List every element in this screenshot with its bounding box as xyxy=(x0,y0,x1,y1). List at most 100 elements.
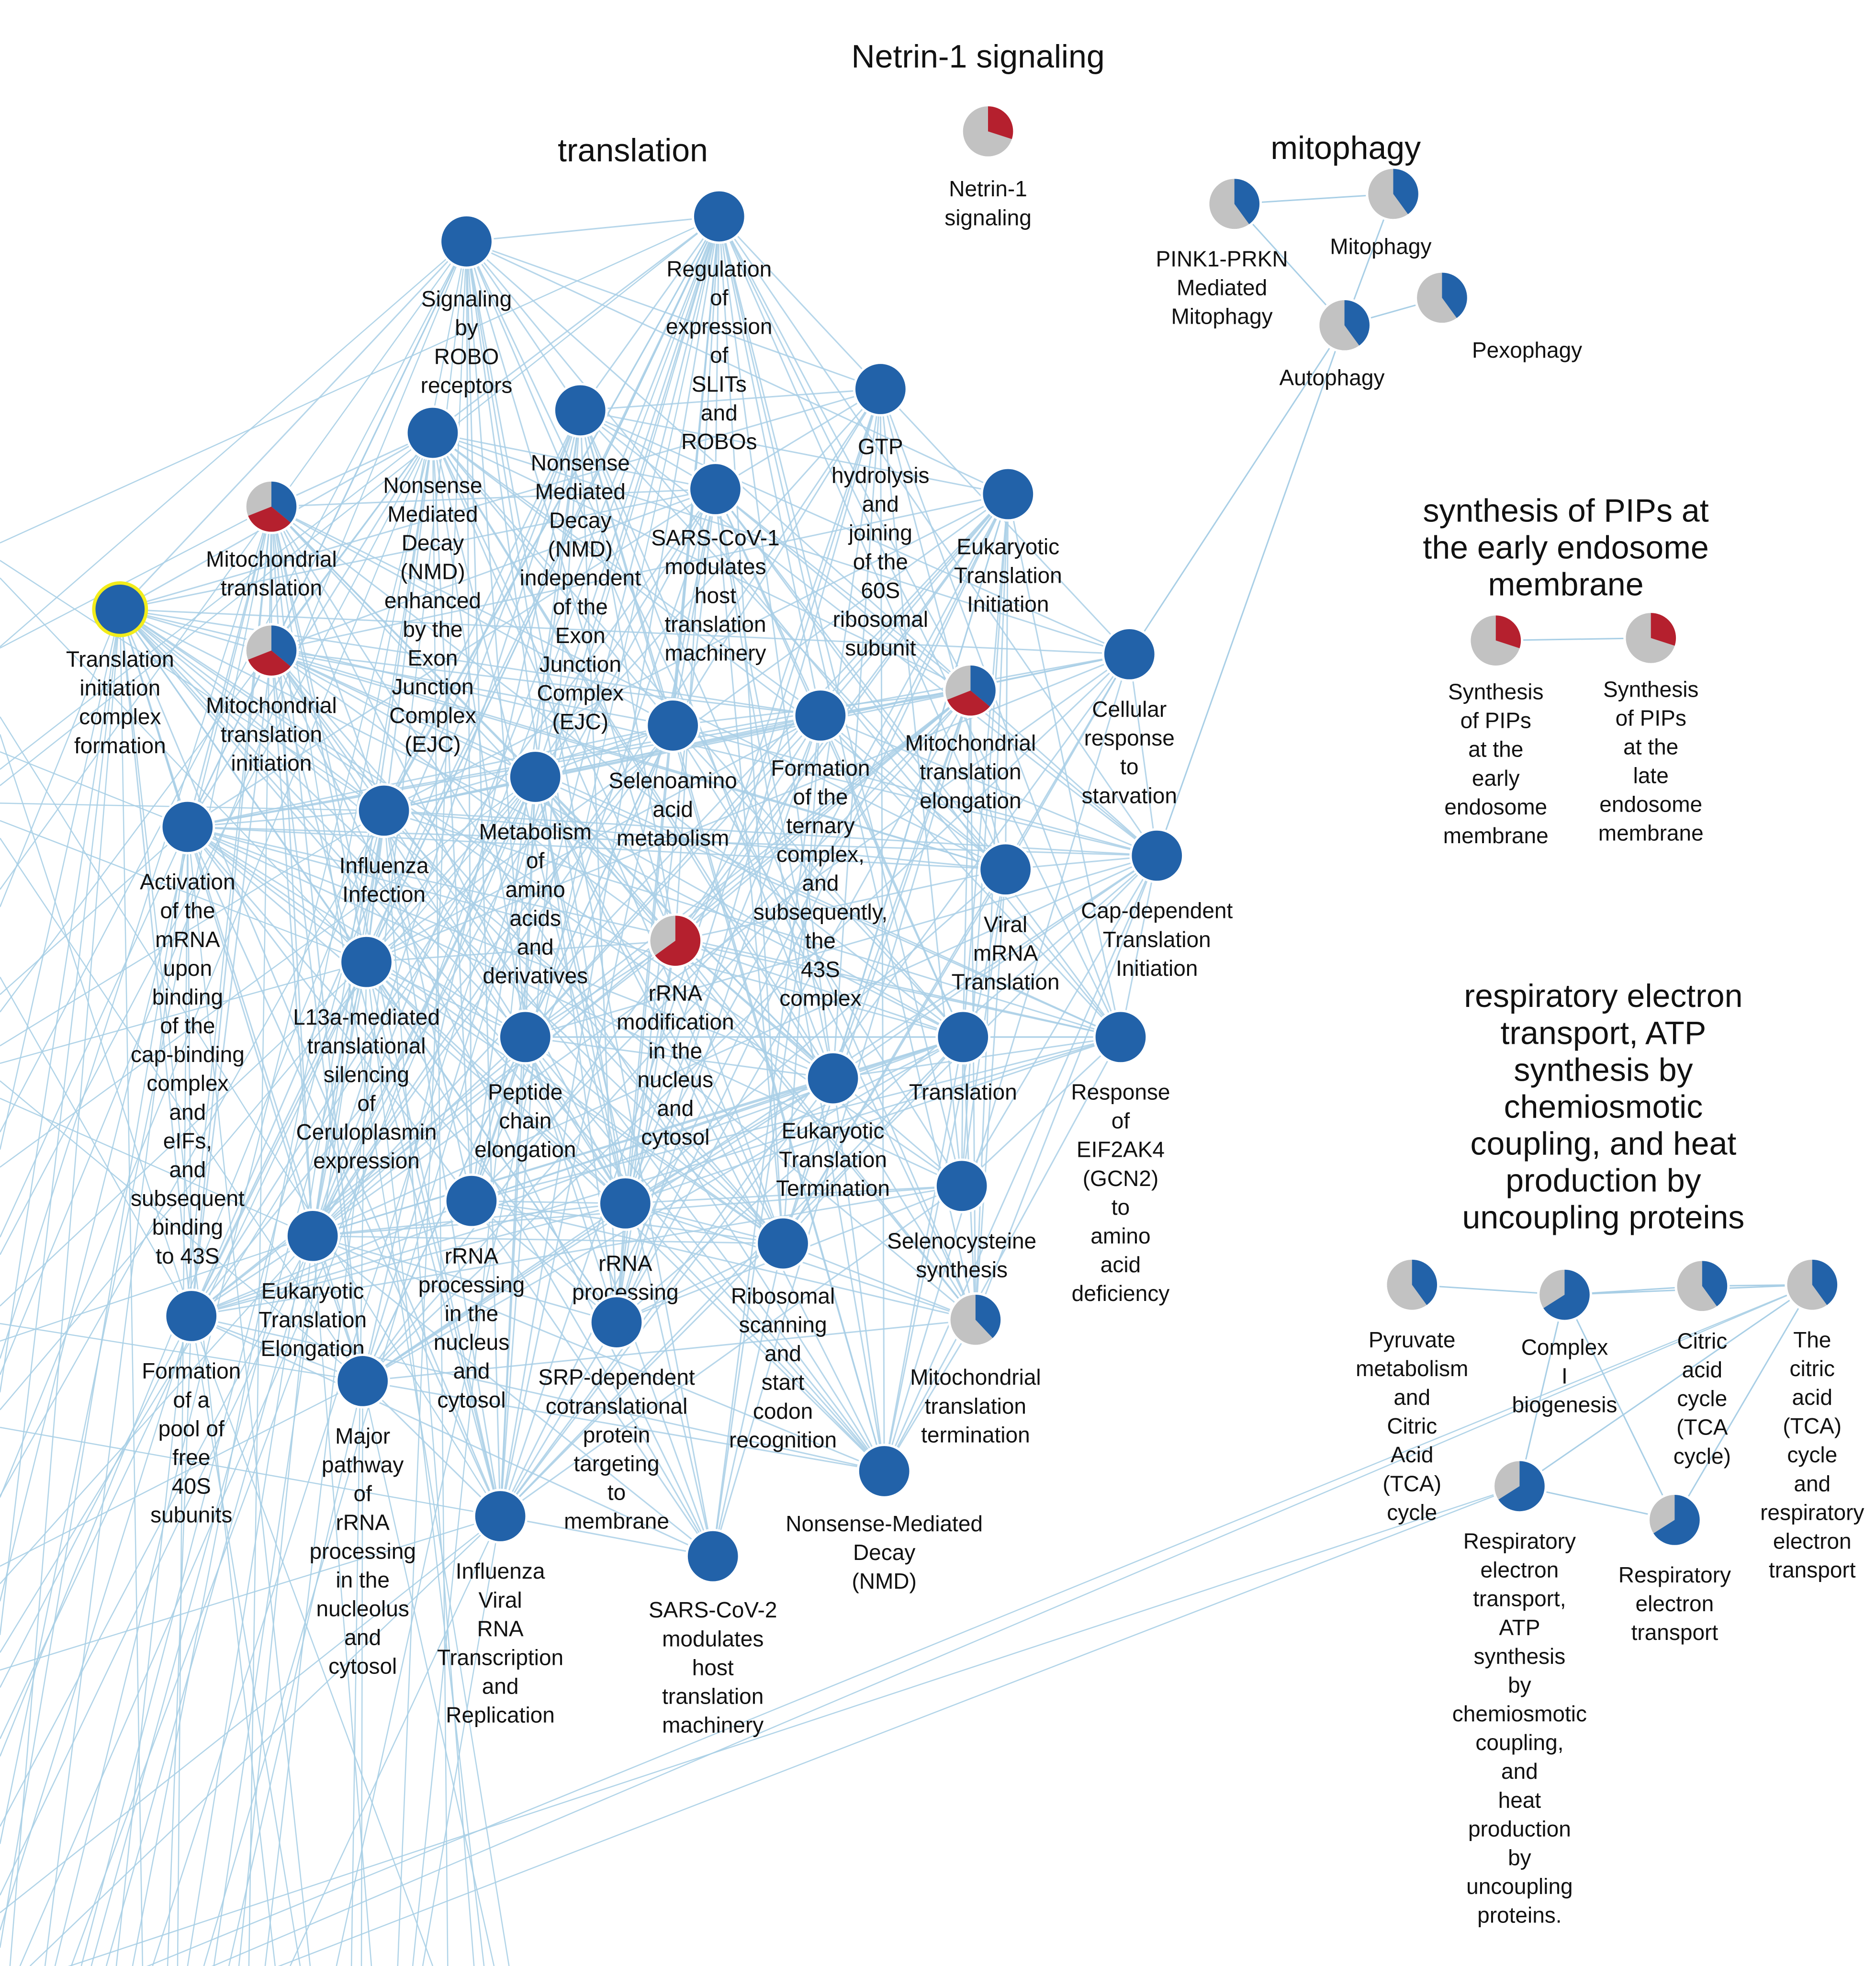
edge-major_rrna-mito_init xyxy=(270,650,364,1381)
node-label: by the xyxy=(403,617,462,642)
edge-gtp-nmd xyxy=(879,389,885,1471)
node-label: Cellular xyxy=(1092,697,1167,722)
edge-pool40s-nmd xyxy=(191,1315,885,1472)
node-pyruvate[interactable]: Pyruvate metabolism and Citric Acid (TCA) cycl… xyxy=(1356,1257,1468,1525)
node-label: modulates xyxy=(664,554,766,579)
node-netrin1[interactable]: Netrin-1 signaling xyxy=(944,103,1032,230)
node-tic[interactable]: Translation initiation complex formation xyxy=(66,581,174,758)
node-label: Replication xyxy=(446,1703,555,1728)
node-metab_aa[interactable]: Metabolism of amino acids and derivatives xyxy=(479,749,592,988)
node-mito_term[interactable]: Mitochondrial translation termination xyxy=(910,1292,1041,1447)
edge-offscreen-pool40s xyxy=(0,1316,192,1931)
edge-influenza-viral_mrna xyxy=(383,810,1006,870)
node-starv[interactable]: Cellular response to starvation xyxy=(1082,627,1177,808)
node-label: RNA xyxy=(477,1616,524,1641)
node-l13a[interactable]: L13a-mediated translational silencing of Cer… xyxy=(293,934,440,1173)
node-activation[interactable]: Activation of the mRNA upon binding of the cap… xyxy=(131,799,245,1268)
edge-offscreen-major_rrna xyxy=(362,1381,495,1966)
node-selenocys[interactable]: Selenocysteine synthesis xyxy=(887,1158,1036,1282)
node-translation[interactable]: Translation xyxy=(909,1009,1017,1105)
node-flu_rna[interactable]: Influenza Viral RNA Transcription and Replica… xyxy=(437,1489,563,1728)
edge-peptide-nmd xyxy=(525,1036,885,1472)
node-pexophagy[interactable]: Pexophagy xyxy=(1415,270,1583,362)
edge-nmd_indep-mito_term xyxy=(579,410,977,1320)
node-mito_init[interactable]: Mitochondrial translation initiation xyxy=(206,623,337,776)
edge-offscreen-pool40s xyxy=(0,734,192,1316)
node-srp[interactable]: SRP-dependent cotranslational protein targe… xyxy=(538,1295,695,1534)
edge-activation-viral_mrna xyxy=(187,826,1006,870)
node-gtp[interactable]: GTP hydrolysis and joining of the 60S ribosoma… xyxy=(831,362,930,660)
edge-sars2-mito_init xyxy=(270,650,714,1557)
node-label: signaling xyxy=(944,205,1032,230)
node-rrna_mod[interactable]: rRNA modification in the nucleus and cytosol xyxy=(617,913,734,1150)
node-pip_late[interactable]: Synthesis of PIPs at the late endosome membra… xyxy=(1598,610,1704,846)
node-autophagy[interactable]: Autophagy xyxy=(1280,297,1385,390)
node-label: subsequent xyxy=(131,1186,245,1211)
edge-eti-viral_mrna xyxy=(1005,494,1009,870)
edge-offscreen-tic xyxy=(0,609,121,1150)
edge-gtp-ett xyxy=(832,389,881,1079)
node-capdep[interactable]: Cap-dependent Translation Initiation xyxy=(1081,828,1233,981)
node-label: of the xyxy=(160,898,215,923)
node-eif2ak4[interactable]: Response of EIF2AK4 (GCN2) to amino acid defici… xyxy=(1071,1009,1170,1306)
edge-offscreen-l13a xyxy=(0,961,367,1307)
node-label: initiation xyxy=(231,750,312,775)
edge-ternary-srp xyxy=(616,715,821,1323)
node-label: complex, xyxy=(776,842,865,867)
node-label: The xyxy=(1793,1327,1831,1352)
node-seleno_aa[interactable]: Selenoamino acid metabolism xyxy=(608,698,737,850)
edge-offscreen-nmd_ejc xyxy=(0,432,434,1255)
node-peptide[interactable]: Peptide chain elongation xyxy=(474,1009,576,1162)
node-nmd_indep[interactable]: Nonsense Mediated Decay (NMD) independent of … xyxy=(520,383,641,734)
edge-robo-sars2 xyxy=(466,241,714,1557)
node-resp_atp[interactable]: Respiratory electron transport, ATP synthesi… xyxy=(1452,1458,1587,1928)
node-label: ribosomal xyxy=(833,607,928,632)
edge-capdep-nmd xyxy=(883,855,1158,1472)
node-eti[interactable]: Eukaryotic Translation Initiation xyxy=(954,466,1062,617)
node-label: (TCA) xyxy=(1382,1471,1441,1496)
node-nmd[interactable]: Nonsense-Mediated Decay (NMD) xyxy=(786,1444,983,1593)
edge-offscreen-activation xyxy=(0,826,189,1238)
node-label: Nonsense xyxy=(531,450,630,475)
pie-slice-blue xyxy=(1812,1258,1839,1306)
node-resp_et[interactable]: Respiratory electron transport xyxy=(1618,1492,1731,1645)
edge-eif2ak4-rrna_nuc xyxy=(471,1036,1121,1202)
node-rrna_nuc[interactable]: rRNA processing in the nucleus and cytosol xyxy=(418,1173,525,1412)
edge-offscreen-metab_aa xyxy=(0,776,536,1896)
node-pool40s[interactable]: Formation of a pool of free 40S subunits xyxy=(142,1288,241,1527)
node-mito_elong[interactable]: Mitochondrial translation elongation xyxy=(905,663,1036,813)
node-tca_resp[interactable]: The citric acid (TCA) cycle and respiratory ele… xyxy=(1760,1257,1864,1582)
node-citric[interactable]: Citric acid cycle (TCA cycle) xyxy=(1674,1258,1731,1469)
edge-offscreen-metab_aa xyxy=(19,776,536,1966)
node-robo[interactable]: Signaling by ROBO receptors xyxy=(421,214,513,397)
node-ribscan[interactable]: Ribosomal scanning and start codon recognitio… xyxy=(729,1216,837,1452)
node-mito_trans[interactable]: Mitochondrial translation xyxy=(206,479,337,600)
node-label: subunits xyxy=(150,1503,232,1527)
node-label: translation xyxy=(664,611,766,636)
node-mitophagy[interactable]: Mitophagy xyxy=(1330,166,1432,259)
node-label: upon xyxy=(163,956,212,981)
node-pink1[interactable]: PINK1-PRKN Mediated Mitophagy xyxy=(1156,176,1288,329)
node-ete[interactable]: Eukaryotic Translation Elongation xyxy=(258,1208,367,1361)
node-sars2[interactable]: SARS-CoV-2 modulates host translation machin… xyxy=(649,1528,777,1738)
node-ett[interactable]: Eukaryotic Translation Termination xyxy=(776,1051,890,1201)
node-pip_early[interactable]: Synthesis of PIPs at the early endosome membr… xyxy=(1443,613,1549,848)
edge-sars1-tic xyxy=(120,488,716,610)
edge-eti-mito_init xyxy=(271,493,1009,652)
node-major_rrna[interactable]: Major pathway of rRNA processing in the nucleo… xyxy=(309,1354,416,1679)
node-slits[interactable]: Regulation of expression of SLITs and ROBOs xyxy=(666,189,773,454)
node-influenza[interactable]: Influenza Infection xyxy=(339,783,429,907)
node-viral_mrna[interactable]: Viral mRNA Translation xyxy=(952,842,1060,994)
edge-ternary-mito_init xyxy=(271,650,821,716)
edge-offscreen-tic xyxy=(119,609,276,1966)
cluster-title-resp: synthesis by xyxy=(1514,1051,1693,1088)
node-circle xyxy=(755,1216,810,1271)
node-sars1[interactable]: SARS-CoV-1 modulates host translation machin… xyxy=(651,462,780,666)
node-label: receptors xyxy=(421,373,513,397)
edge-offscreen-metab_aa xyxy=(0,776,536,1168)
node-circle xyxy=(978,842,1033,897)
node-ternary[interactable]: Formation of the ternary complex, and subsequ… xyxy=(753,688,887,1011)
edge-offscreen-robo xyxy=(0,241,467,890)
node-nmd_ejc[interactable]: Nonsense Mediated Decay (NMD) enhanced by the… xyxy=(383,405,483,757)
